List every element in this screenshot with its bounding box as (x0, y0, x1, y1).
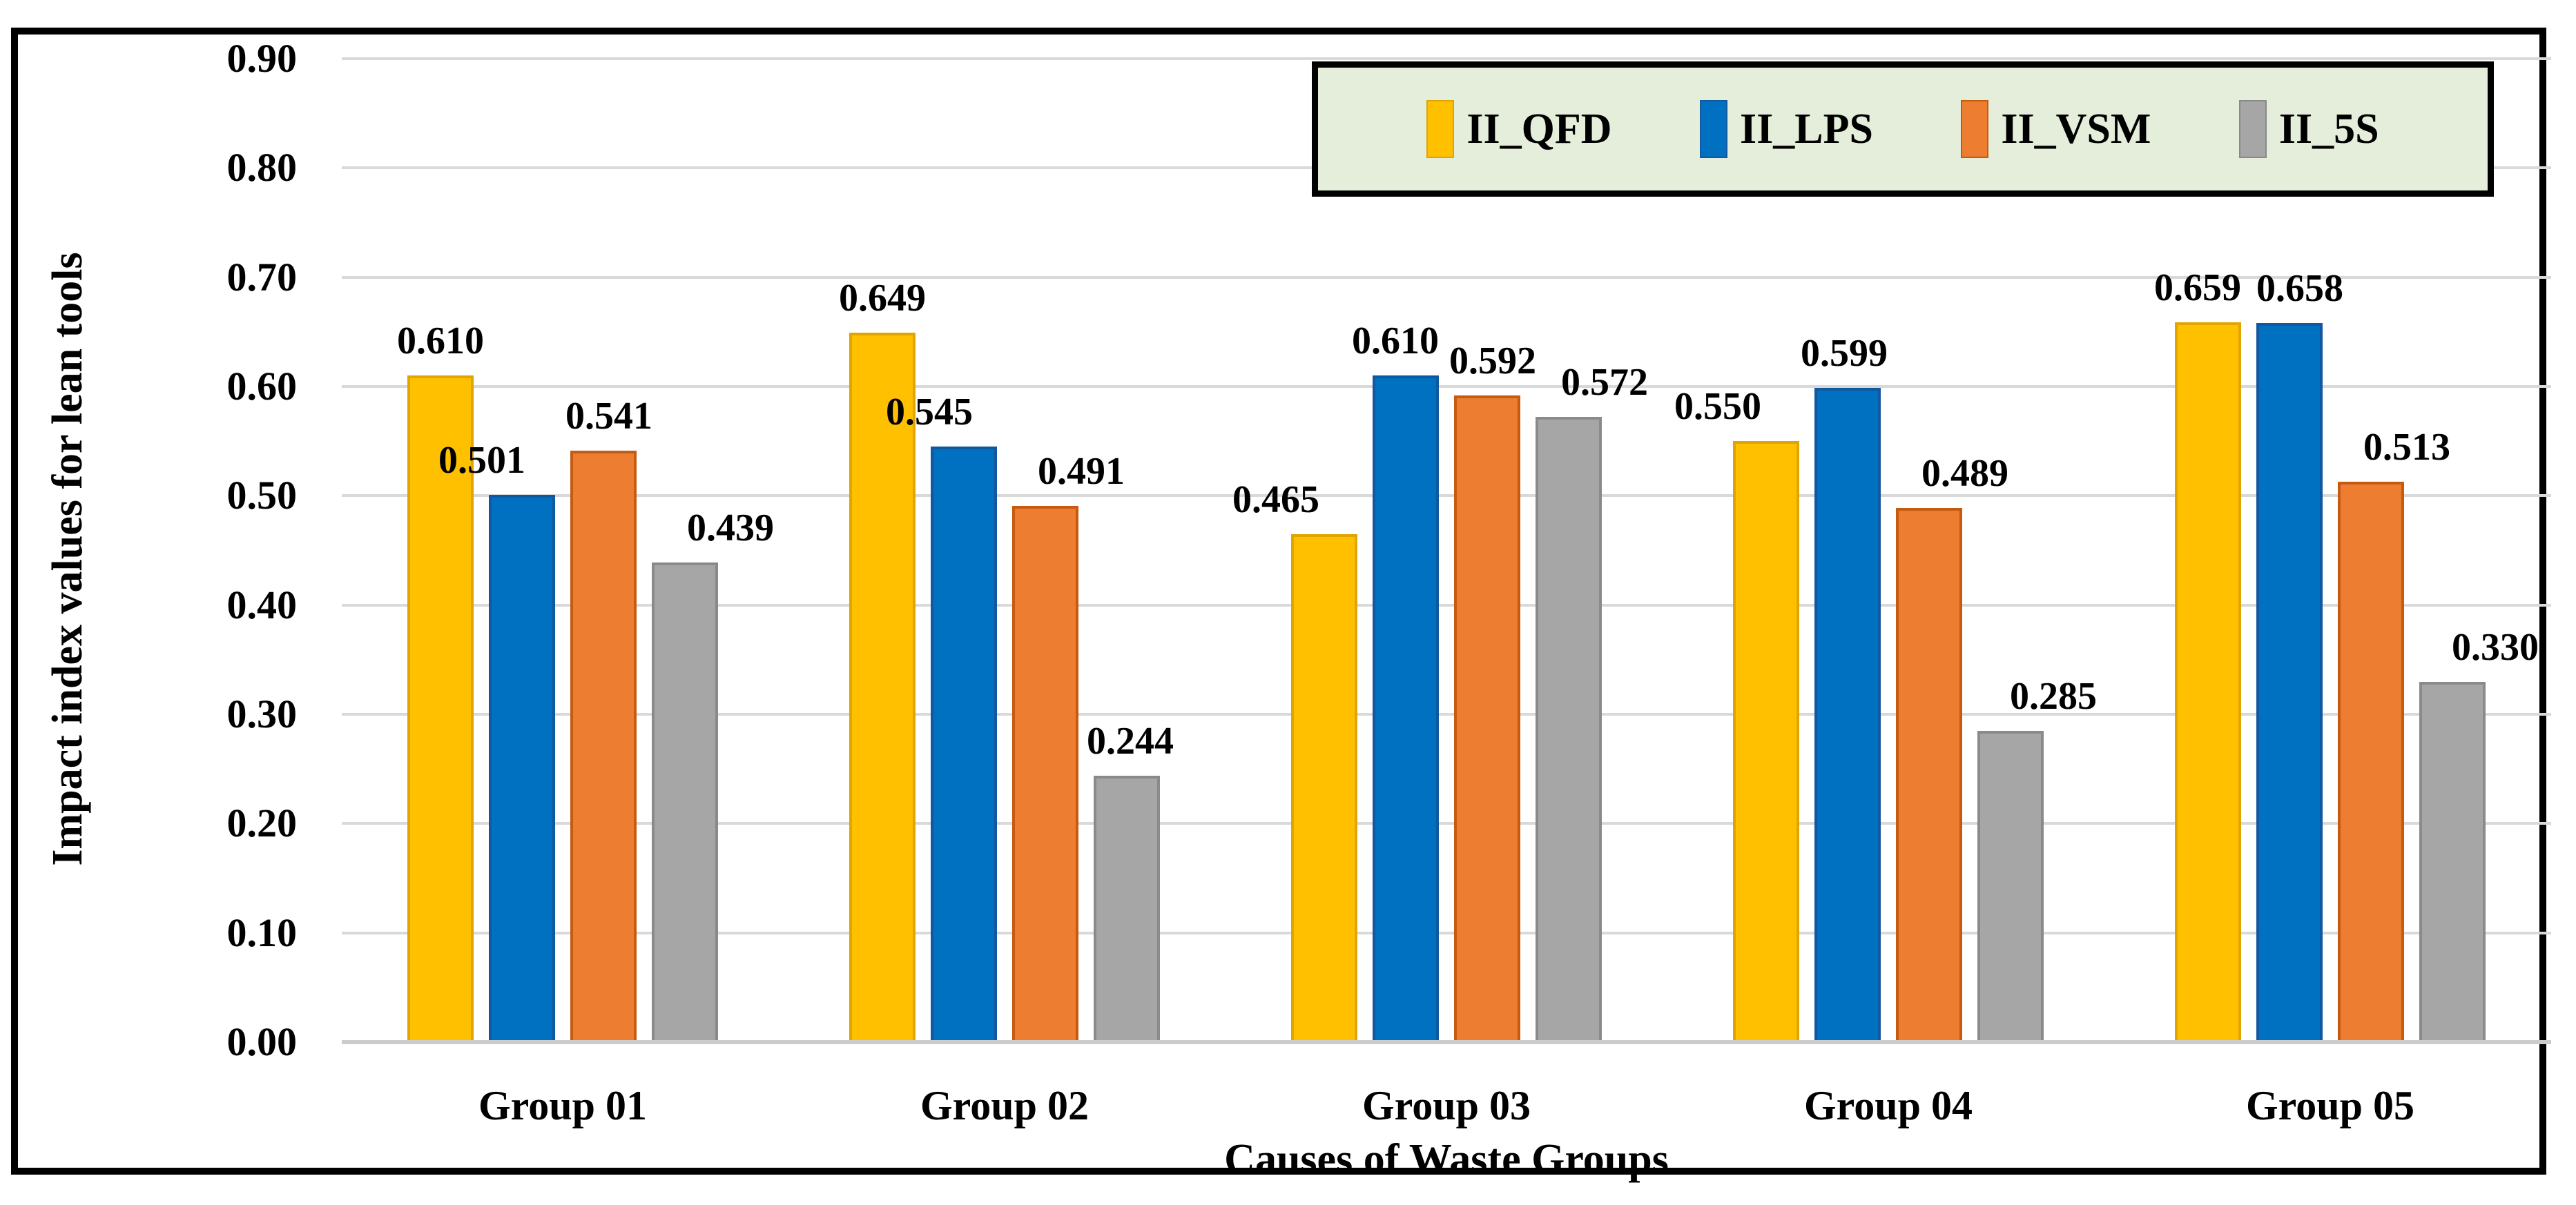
bar-value-label: 0.599 (1801, 331, 1888, 375)
bar-ii_5s-1: 0.439 (652, 509, 774, 1042)
x-axis-title: Causes of Waste Groups (1224, 1136, 1669, 1183)
bar-ii_qfd-5: 0.659 (2154, 268, 2241, 1042)
x-tick-label: Group 05 (2246, 1083, 2414, 1128)
plot-area: 0.610 0.501 0.541 0.439 0.649 0.545 0.491 0.244… (342, 57, 2551, 1044)
x-tick-label: Group 04 (1804, 1083, 1973, 1128)
category-group: 0.465 0.610 0.592 0.572 (1226, 59, 1667, 1042)
bar-value-label: 0.465 (1232, 478, 1319, 521)
bar-value-label: 0.649 (839, 277, 926, 320)
bar-ii_5s-5: 0.330 (2419, 628, 2539, 1042)
gridline (342, 822, 2551, 825)
bar-ii_vsm-1: 0.541 (565, 397, 652, 1042)
bar-value-label: 0.572 (1561, 361, 1648, 404)
bar-ii_vsm-4: 0.489 (1896, 454, 2008, 1042)
legend-item: II_QFD (1426, 100, 1612, 158)
legend-item: II_5S (2238, 100, 2379, 158)
bar-ii_qfd-1: 0.610 (397, 322, 484, 1042)
gridline (342, 494, 2551, 498)
bar-value-label: 0.610 (397, 320, 484, 363)
y-tick-label: 0.90 (226, 36, 298, 81)
bar-ii_lps-1: 0.501 (438, 441, 555, 1042)
bar-value-label: 0.658 (2256, 267, 2343, 311)
bar-ii_vsm-3: 0.592 (1449, 342, 1536, 1042)
legend-swatch-ii_lps (1699, 100, 1727, 158)
bar-ii_lps-5: 0.658 (2256, 269, 2343, 1042)
gridline (342, 713, 2551, 716)
bar-value-label: 0.439 (687, 506, 774, 549)
category-group: 0.649 0.545 0.491 0.244 (784, 59, 1226, 1042)
bar-value-label: 0.550 (1674, 385, 1761, 429)
bar-value-label: 0.592 (1449, 339, 1536, 382)
legend-item: II_LPS (1699, 100, 1873, 158)
bar-value-label: 0.659 (2154, 266, 2241, 309)
x-axis-tick-labels: Group 01 Group 02 Group 03 Group 04 Group 05 (342, 1080, 2551, 1131)
y-tick-label: 0.60 (226, 364, 298, 409)
y-tick-label: 0.00 (226, 1019, 298, 1064)
bar-ii_lps-3: 0.610 (1352, 322, 1439, 1042)
x-axis-line (342, 1040, 2551, 1044)
y-tick-label: 0.20 (226, 801, 298, 846)
bar-value-label: 0.489 (1921, 451, 2008, 495)
bar-value-label: 0.541 (565, 395, 652, 438)
category-group: 0.550 0.599 0.489 0.285 (1667, 59, 2109, 1042)
x-tick-label: Group 03 (1362, 1083, 1531, 1128)
bar-ii_5s-4: 0.285 (1977, 677, 2097, 1042)
bar-ii_lps-2: 0.545 (886, 393, 997, 1042)
y-tick-label: 0.70 (226, 254, 298, 300)
bar-value-label: 0.330 (2452, 625, 2539, 669)
gridline (342, 385, 2551, 388)
bar-value-label: 0.244 (1087, 719, 1174, 763)
bar-ii_qfd-2: 0.649 (839, 279, 926, 1042)
legend-label: II_QFD (1466, 106, 1612, 153)
bar-ii_5s-3: 0.572 (1536, 363, 1648, 1042)
y-tick-label: 0.80 (226, 145, 298, 190)
bar-ii_qfd-3: 0.465 (1232, 480, 1357, 1042)
y-tick-label: 0.10 (226, 910, 298, 955)
legend-swatch-ii_vsm (1961, 100, 1989, 158)
legend-label: II_5S (2278, 106, 2379, 153)
bar-value-label: 0.491 (1038, 449, 1125, 493)
legend-label: II_VSM (2001, 106, 2151, 153)
gridline (342, 603, 2551, 607)
bar-ii_lps-4: 0.599 (1801, 334, 1888, 1042)
y-tick-label: 0.50 (226, 473, 298, 518)
gridline (342, 931, 2551, 934)
gridline (342, 275, 2551, 279)
x-tick-label: Group 02 (920, 1083, 1089, 1128)
bar-value-label: 0.501 (438, 438, 525, 482)
y-axis-tick-labels: 0.90 0.80 0.70 0.60 0.50 0.40 0.30 0.20 0.10 0.00 (69, 36, 298, 1064)
category-group: 0.610 0.501 0.541 0.439 (342, 59, 784, 1042)
bar-groups: 0.610 0.501 0.541 0.439 0.649 0.545 0.491 0.244… (342, 59, 2551, 1042)
bar-value-label: 0.285 (2010, 674, 2097, 718)
category-group: 0.659 0.658 0.513 0.330 (2109, 59, 2551, 1042)
bar-ii_vsm-2: 0.491 (1012, 452, 1125, 1042)
legend: II_QFD II_LPS II_VSM II_5S (1312, 61, 2494, 197)
legend-swatch-ii_qfd (1426, 100, 1455, 158)
y-tick-label: 0.30 (226, 692, 298, 736)
x-tick-label: Group 01 (478, 1083, 647, 1128)
bar-ii_qfd-4: 0.550 (1674, 387, 1799, 1042)
bar-value-label: 0.545 (886, 391, 973, 434)
legend-item: II_VSM (1961, 100, 2151, 158)
bar-value-label: 0.513 (2363, 425, 2450, 469)
bar-value-label: 0.610 (1352, 320, 1439, 363)
chart-frame: Impact index values for lean tools 0.90 0… (11, 28, 2551, 1183)
bar-ii_vsm-5: 0.513 (2338, 428, 2450, 1042)
bar-ii_5s-2: 0.244 (1087, 722, 1174, 1042)
legend-label: II_LPS (1739, 106, 1873, 153)
legend-swatch-ii_5s (2238, 100, 2267, 158)
y-tick-label: 0.40 (226, 582, 298, 627)
gridline (342, 57, 2551, 60)
